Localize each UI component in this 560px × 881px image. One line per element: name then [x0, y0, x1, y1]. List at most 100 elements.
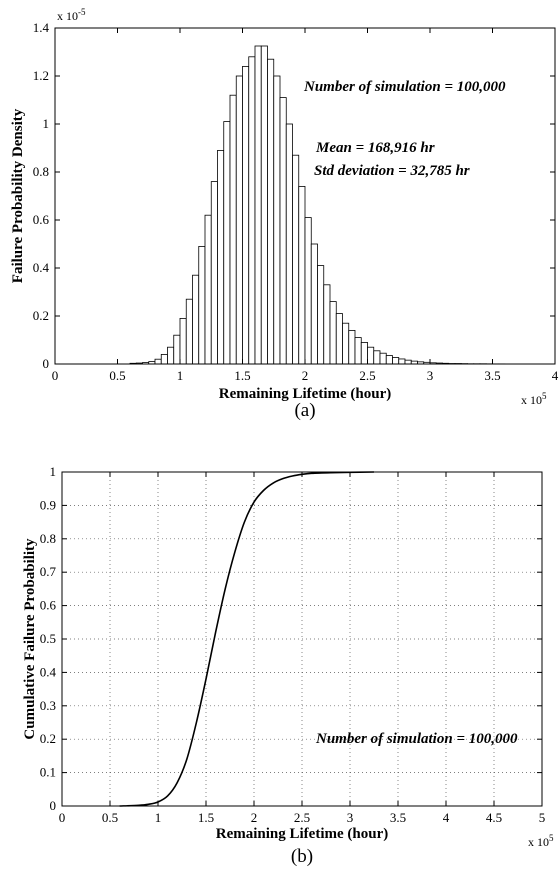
x-tick-label: 4.5 — [486, 810, 502, 825]
x-tick-label: 3.5 — [390, 810, 406, 825]
y-tick-label: 0.9 — [40, 497, 56, 512]
y-axis-label: Failure Probability Density — [10, 108, 26, 283]
y-tick-label: 0.6 — [33, 212, 50, 227]
histogram-chart: 0 0.5 1 1.5 2 2.5 3 3.5 4 0 0.2 0.4 0.6 0.8 1 1.2 1.4 Fa… — [10, 7, 559, 421]
histogram-bar — [254, 45, 262, 365]
histogram-bar — [323, 284, 331, 365]
histogram-bar — [335, 313, 343, 365]
y-tick-label: 0 — [43, 356, 50, 371]
histogram-bars — [129, 45, 537, 365]
histogram-bar — [298, 185, 306, 365]
histogram-bar — [160, 353, 168, 365]
x-axis-multiplier: x 105 — [528, 833, 554, 849]
histogram-bar — [273, 75, 281, 365]
histogram-bar — [329, 301, 337, 365]
x-tick-label: 0.5 — [102, 810, 118, 825]
x-tick-label: 1.5 — [234, 368, 250, 383]
histogram-bar — [373, 350, 381, 365]
histogram-bar — [367, 346, 375, 365]
histogram-bar — [317, 265, 325, 365]
histogram-bar — [404, 359, 412, 365]
histogram-bar — [392, 357, 400, 365]
y-tick-label: 0.5 — [40, 631, 56, 646]
y-tick-label: 1.4 — [33, 20, 50, 35]
figure-caption-a: (a) — [294, 400, 315, 421]
histogram-bar — [260, 45, 268, 365]
x-tick-label: 4 — [552, 368, 559, 383]
annotation-std-deviation: Std deviation = 32,785 hr — [314, 163, 470, 179]
histogram-bar — [304, 217, 312, 365]
histogram-bar — [229, 94, 237, 365]
y-tick-label: 0.4 — [40, 664, 57, 679]
histogram-bar — [248, 56, 256, 365]
x-tick-label: 2 — [302, 368, 309, 383]
y-tick-label: 0.7 — [40, 564, 57, 579]
histogram-bar — [279, 97, 287, 365]
histogram-bar — [185, 298, 193, 365]
y-tick-label: 0.6 — [40, 598, 57, 613]
x-tick-label: 2.5 — [294, 810, 310, 825]
x-tick-label: 3.5 — [484, 368, 500, 383]
histogram-bar — [235, 75, 243, 365]
y-tick-label: 0 — [50, 798, 57, 813]
annotation-mean: Mean = 168,916 hr — [315, 140, 435, 156]
histogram-bar — [154, 358, 162, 365]
y-axis-multiplier: x 10-5 — [57, 7, 86, 23]
histogram-bar — [354, 337, 362, 365]
histogram-bar — [342, 322, 350, 365]
annotation-simulations: Number of simulation = 100,000 — [315, 731, 518, 747]
histogram-bar — [179, 317, 187, 365]
histogram-bar — [242, 66, 250, 365]
x-tick-label: 1 — [155, 810, 162, 825]
x-tick-label: 3 — [427, 368, 434, 383]
y-tick-label: 0.8 — [33, 164, 49, 179]
x-tick-label: 0.5 — [109, 368, 125, 383]
chart-panel-b: 0 0.5 1 1.5 2 2.5 3 3.5 4 4.5 5 0 0.1 0.2 0.3 0.4 0.5 0.6… — [0, 440, 560, 881]
histogram-bar — [348, 329, 356, 365]
x-tick-label: 3 — [347, 810, 354, 825]
y-tick-label: 1 — [50, 464, 57, 479]
x-axis-multiplier: x 105 — [521, 391, 547, 407]
chart-panel-a: 0 0.5 1 1.5 2 2.5 3 3.5 4 0 0.2 0.4 0.6 0.8 1 1.2 1.4 Fa… — [0, 0, 560, 440]
x-tick-label: 2 — [251, 810, 258, 825]
annotation-simulations: Number of simulation = 100,000 — [303, 79, 506, 95]
histogram-bar — [285, 123, 293, 365]
x-tick-label: 0 — [52, 368, 59, 383]
y-tick-label: 0.8 — [40, 531, 56, 546]
y-tick-label: 0.2 — [33, 308, 49, 323]
x-axis-label: Remaining Lifetime (hour) — [219, 386, 391, 402]
x-tick-label: 0 — [59, 810, 66, 825]
histogram-bar — [198, 245, 206, 365]
histogram-bar — [204, 214, 212, 365]
x-tick-label: 5 — [539, 810, 546, 825]
y-tick-label: 0.2 — [40, 731, 56, 746]
histogram-bar — [310, 243, 318, 365]
x-axis-label: Remaining Lifetime (hour) — [216, 826, 388, 842]
histogram-bar — [217, 149, 225, 365]
histogram-bar — [292, 154, 300, 365]
figure-caption-b: (b) — [291, 846, 313, 867]
x-tick-label: 4 — [443, 810, 450, 825]
y-tick-label: 0.4 — [33, 260, 50, 275]
y-tick-label: 1.2 — [33, 68, 49, 83]
histogram-bar — [360, 341, 368, 365]
histogram-bar — [379, 352, 387, 365]
histogram-bar — [223, 121, 231, 365]
histogram-bar — [267, 58, 275, 365]
y-tick-label: 0.1 — [40, 765, 56, 780]
histogram-bar — [210, 181, 218, 365]
histogram-bar — [173, 334, 181, 365]
cdf-chart: 0 0.5 1 1.5 2 2.5 3 3.5 4 4.5 5 0 0.1 0.2 0.3 0.4 0.5 0.6… — [22, 464, 554, 867]
cdf-line — [119, 471, 375, 807]
y-tick-label: 1 — [43, 116, 50, 131]
histogram-bar — [398, 358, 406, 365]
x-tick-label: 2.5 — [359, 368, 375, 383]
y-tick-label: 0.3 — [40, 698, 56, 713]
y-axis-label: Cumulative Failure Probability — [22, 538, 38, 740]
grid-lines — [62, 472, 542, 806]
histogram-bar — [192, 274, 200, 365]
histogram-bar — [167, 346, 175, 365]
x-tick-label: 1.5 — [198, 810, 214, 825]
x-tick-label: 1 — [177, 368, 184, 383]
histogram-bar — [385, 355, 393, 365]
